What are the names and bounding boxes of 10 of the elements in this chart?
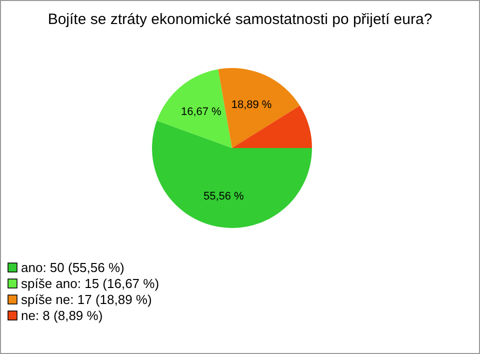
pie-slice <box>156 69 232 148</box>
legend-label: ne: 8 (8,89 %) <box>21 308 103 323</box>
legend-label: spíše ano: 15 (16,67 %) <box>21 276 160 291</box>
data-label: 18,89 % <box>231 99 272 112</box>
data-label: 55,56 % <box>203 190 244 202</box>
data-label: 16,67 % <box>180 106 222 118</box>
chart-title: Bojíte se ztráty ekonomické samostatnosti po přijetí eura? <box>48 11 432 28</box>
pie-slice <box>152 120 312 228</box>
legend-label: ano: 50 (55,56 %) <box>21 260 124 275</box>
legend-label: spíše ne: 17 (18,89 %) <box>21 292 152 307</box>
